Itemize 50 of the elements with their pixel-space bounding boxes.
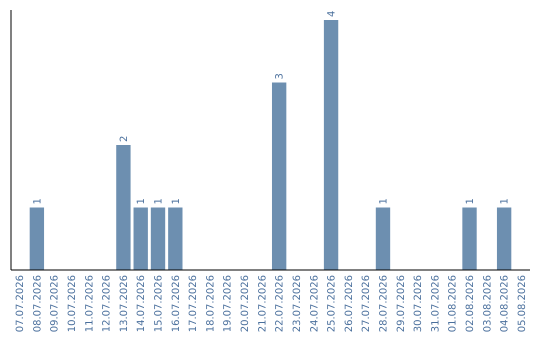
x-tick-label: 04.08.2026	[500, 275, 511, 332]
x-tick-label: 24.07.2026	[309, 275, 320, 332]
x-tick-label: 27.07.2026	[361, 275, 372, 332]
x-tick-label: 14.07.2026	[136, 275, 148, 332]
x-tick-label: 30.07.2026	[413, 275, 424, 332]
bar	[496, 208, 512, 270]
x-tick-label: 12.07.2026	[102, 275, 113, 332]
data-label: 3	[274, 73, 286, 80]
bar	[462, 208, 477, 270]
x-tick-label: 19.07.2026	[222, 275, 234, 332]
x-tick-label: 23.07.2026	[292, 275, 303, 332]
x-tick-label: 03.08.2026	[482, 275, 494, 332]
bar	[150, 208, 166, 270]
x-tick-label: 02.08.2026	[465, 275, 476, 332]
bar	[30, 208, 44, 270]
x-tick-label: 26.07.2026	[344, 275, 355, 332]
x-tick-label: 21.07.2026	[257, 275, 268, 332]
bar	[324, 20, 338, 270]
x-tick-label: 20.07.2026	[240, 275, 252, 332]
x-tick-label: 01.08.2026	[448, 275, 459, 332]
bar	[272, 82, 286, 270]
x-tick-label: 18.07.2026	[205, 275, 216, 332]
data-label: 1	[378, 198, 390, 204]
data-label: 2	[118, 136, 130, 142]
x-tick-label: 17.07.2026	[188, 275, 200, 332]
x-tick-label: 25.07.2026	[326, 275, 338, 332]
x-tick-label: 29.07.2026	[396, 275, 407, 332]
x-tick-label: 31.07.2026	[430, 275, 442, 332]
x-tick-label: 05.08.2026	[516, 275, 528, 332]
x-tick-label: 13.07.2026	[118, 275, 130, 332]
x-tick-label: 16.07.2026	[170, 275, 182, 332]
data-label: 1	[154, 198, 165, 204]
data-label: 1	[170, 198, 182, 204]
bar	[168, 208, 182, 270]
bar	[376, 208, 390, 270]
x-tick-label: 07.07.2026	[15, 275, 26, 332]
x-tick-label: 08.07.2026	[32, 275, 44, 332]
bar	[116, 145, 131, 270]
data-label: 1	[32, 198, 44, 204]
data-label: 1	[465, 198, 476, 204]
x-tick-label: 09.07.2026	[50, 275, 61, 332]
bar	[134, 208, 148, 270]
x-tick-label: 28.07.2026	[378, 275, 390, 332]
data-label: 1	[500, 198, 511, 204]
x-tick-label: 15.07.2026	[154, 275, 165, 332]
x-tick-label: 10.07.2026	[66, 275, 78, 332]
data-label: 4	[326, 10, 338, 17]
x-tick-label: 22.07.2026	[274, 275, 286, 332]
x-tick-label: 11.07.2026	[84, 275, 96, 332]
data-label: 1	[136, 198, 148, 204]
